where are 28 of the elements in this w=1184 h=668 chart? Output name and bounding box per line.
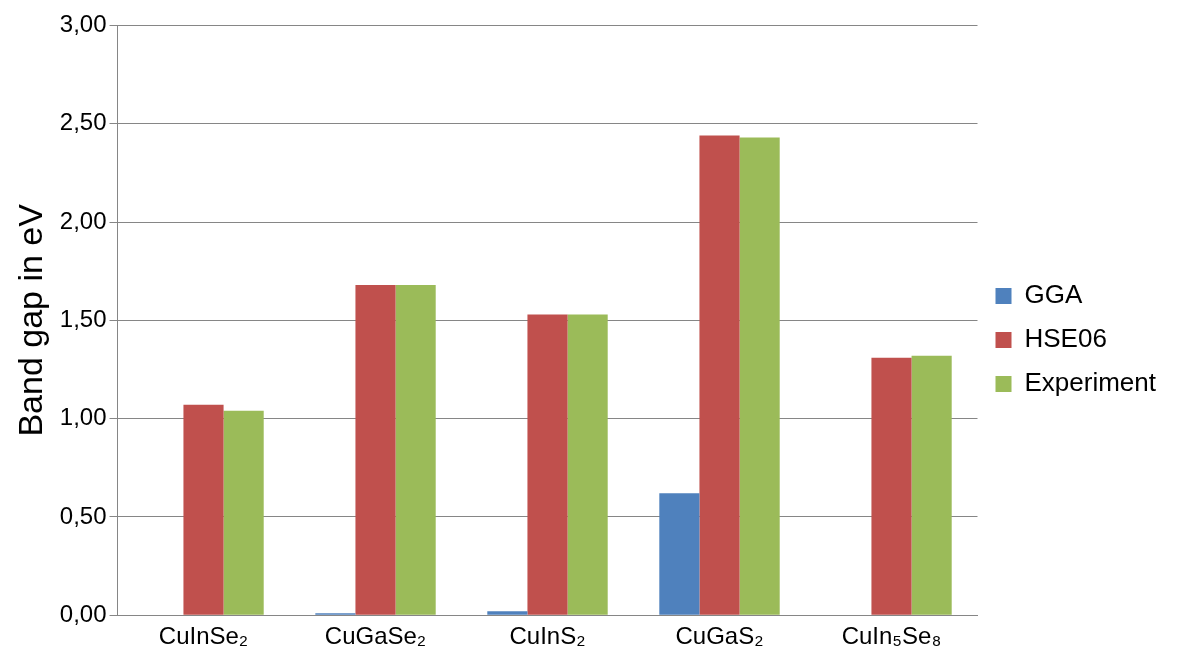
bar <box>355 284 396 615</box>
x-tick-label: CuGaS₂ <box>675 622 764 650</box>
x-tick-label: CuGaSe₂ <box>324 622 427 650</box>
bar <box>395 284 436 615</box>
legend-label: Experiment <box>1024 367 1157 398</box>
y-axis-title: Band gap in eV <box>10 203 49 437</box>
legend-label: HSE06 <box>1024 323 1107 354</box>
legend-label: GGA <box>1024 279 1083 310</box>
bar <box>487 611 528 615</box>
x-tick-label: CuInS₂ <box>509 622 586 650</box>
bar <box>699 135 740 615</box>
y-tick-label: 0,00 <box>59 599 107 627</box>
x-tick-label: CuInSe₂ <box>158 622 249 650</box>
bar <box>739 137 780 615</box>
x-tick-label: CuIn₅Se₈ <box>841 622 942 650</box>
bar <box>527 314 568 615</box>
y-tick-label: 2,50 <box>59 108 107 136</box>
bar <box>567 314 608 615</box>
y-tick-label: 0,50 <box>59 501 107 529</box>
y-tick-label: 1,00 <box>59 403 107 431</box>
bar <box>911 355 952 615</box>
bar <box>183 404 224 615</box>
y-tick-label: 2,00 <box>59 206 107 234</box>
bar <box>659 493 700 615</box>
y-tick-label: 3,00 <box>59 10 107 38</box>
bar <box>871 357 912 615</box>
y-tick-label: 1,50 <box>59 304 107 332</box>
bar <box>223 410 264 615</box>
